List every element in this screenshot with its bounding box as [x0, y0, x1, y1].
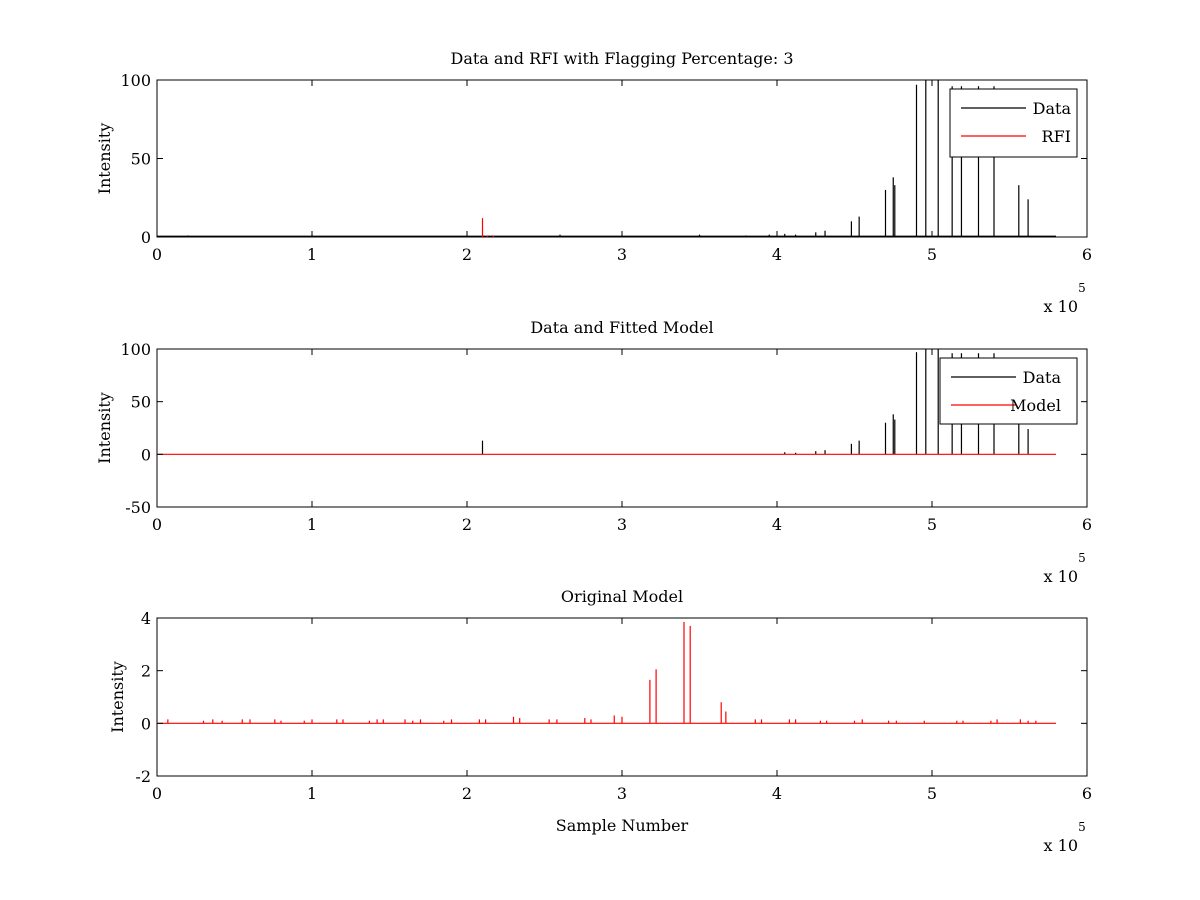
- chart-title: Data and RFI with Flagging Percentage: 3: [450, 49, 793, 68]
- x-exponent-power: 5: [1078, 281, 1086, 295]
- x-tick-label: 1: [307, 245, 317, 264]
- legend-box: [949, 88, 1078, 158]
- legend-label-data: Data: [1033, 99, 1072, 118]
- x-tick-label: 2: [462, 784, 472, 803]
- x-tick-label: 4: [772, 784, 782, 803]
- legend-label-data: Data: [1023, 368, 1062, 387]
- plot-area-frame: [156, 79, 1088, 238]
- x-exponent-power: 5: [1078, 551, 1086, 565]
- y-tick-label: 0: [141, 714, 151, 733]
- x-tick-label: 0: [152, 515, 162, 534]
- series-trace-1: [157, 621, 1056, 724]
- x-tick-label: 5: [927, 784, 937, 803]
- x-tick-label: 3: [617, 784, 627, 803]
- chart-title: Original Model: [561, 587, 683, 606]
- x-tick-label: 6: [1082, 245, 1092, 264]
- x-tick-label: 3: [617, 245, 627, 264]
- x-tick-label: 5: [927, 515, 937, 534]
- y-axis-label: Intensity: [95, 392, 114, 464]
- chart-title: Data and Fitted Model: [530, 318, 713, 337]
- y-tick-label: -2: [135, 767, 151, 786]
- y-axis-label: Intensity: [95, 123, 114, 195]
- x-tick-label: 0: [152, 245, 162, 264]
- subplot-1: 0 1 2 3 4 5 6 0 50 100 Data and RFI with Flagging …: [95, 49, 1092, 316]
- y-tick-label: 50: [131, 393, 151, 412]
- x-axis-label: Sample Number: [556, 816, 689, 835]
- x-tick-label: 2: [462, 515, 472, 534]
- legend-box: [939, 357, 1078, 425]
- legend-data-rfi: Data RFI: [949, 88, 1078, 158]
- x-tick-label: 3: [617, 515, 627, 534]
- y-axis-label: Intensity: [108, 661, 127, 733]
- y-tick-label: 0: [141, 228, 151, 247]
- x-tick-label: 1: [307, 784, 317, 803]
- x-tick-label: 4: [772, 245, 782, 264]
- plot-area-frame: [156, 617, 1088, 777]
- x-tick-label: 6: [1082, 515, 1092, 534]
- x-exponent-label: x 10: [1044, 836, 1078, 855]
- y-tick-label: 100: [120, 71, 151, 90]
- x-tick-label: 4: [772, 515, 782, 534]
- y-tick-label: 4: [141, 609, 151, 628]
- legend-data-model: Data Model: [939, 357, 1078, 425]
- legend-label-rfi: RFI: [1042, 127, 1071, 146]
- x-tick-label: 2: [462, 245, 472, 264]
- x-tick-label: 0: [152, 784, 162, 803]
- x-exponent-label: x 10: [1044, 567, 1078, 586]
- x-exponent-label: x 10: [1044, 297, 1078, 316]
- y-tick-label: -50: [125, 498, 151, 517]
- series-rfi: [481, 218, 494, 237]
- x-tick-label: 1: [307, 515, 317, 534]
- x-tick-label: 6: [1082, 784, 1092, 803]
- y-tick-label: 2: [141, 662, 151, 681]
- x-exponent-power: 5: [1078, 820, 1086, 834]
- x-tick-label: 5: [927, 245, 937, 264]
- y-tick-label: 50: [131, 150, 151, 169]
- legend-label-model: Model: [1010, 396, 1061, 415]
- y-tick-label: 100: [120, 340, 151, 359]
- y-tick-label: 0: [141, 445, 151, 464]
